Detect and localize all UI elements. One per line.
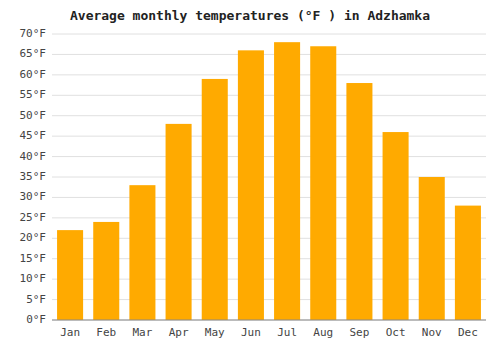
bar xyxy=(57,230,83,320)
bar xyxy=(202,79,228,320)
bar xyxy=(455,206,481,320)
y-tick-label: 10°F xyxy=(20,272,47,285)
x-axis-line xyxy=(52,320,486,321)
y-tick-label: 50°F xyxy=(20,109,47,122)
x-tick-label: Dec xyxy=(458,326,478,339)
x-tick-label: Jan xyxy=(60,326,80,339)
y-tick-label: 0°F xyxy=(26,313,46,326)
x-tick-label: Oct xyxy=(386,326,406,339)
title: Average monthly temperatures (°F ) in Ad… xyxy=(70,8,430,23)
y-tick-label: 60°F xyxy=(20,68,47,81)
y-tick-label: 70°F xyxy=(20,27,47,40)
bar xyxy=(346,83,372,320)
y-axis: 0°F 5°F 10°F 15°F 20°F 25°F 30°F 35°F 40°F 45°F 50… xyxy=(20,27,47,326)
y-tick-label: 55°F xyxy=(20,88,47,101)
x-tick-label: Sep xyxy=(349,326,369,339)
y-tick-label: 30°F xyxy=(20,190,47,203)
grid-line xyxy=(52,34,486,35)
grid xyxy=(52,34,486,320)
x-tick-label: Apr xyxy=(169,326,189,339)
x-tick-label: Jul xyxy=(277,326,297,339)
grid-line xyxy=(52,136,486,137)
bar xyxy=(419,177,445,320)
bars xyxy=(57,42,481,320)
chart-svg: 0°F 5°F 10°F 15°F 20°F 25°F 30°F 35°F 40°F 45°F 50… xyxy=(0,0,500,350)
grid-line xyxy=(52,54,486,55)
x-tick-label: Jun xyxy=(241,326,261,339)
x-tick-label: Nov xyxy=(422,326,442,339)
x-tick-label: Aug xyxy=(313,326,333,339)
y-tick-label: 65°F xyxy=(20,47,47,60)
chart-container: 0°F 5°F 10°F 15°F 20°F 25°F 30°F 35°F 40°F 45°F 50… xyxy=(0,0,500,350)
grid-line xyxy=(52,95,486,96)
x-tick-label: Feb xyxy=(96,326,116,339)
grid-line xyxy=(52,320,486,321)
bar xyxy=(166,124,192,320)
y-tick-label: 5°F xyxy=(26,293,46,306)
y-tick-label: 20°F xyxy=(20,231,47,244)
bar xyxy=(274,42,300,320)
bar xyxy=(383,132,409,320)
grid-line xyxy=(52,115,486,116)
bar xyxy=(93,222,119,320)
y-tick-label: 40°F xyxy=(20,150,47,163)
bar xyxy=(129,185,155,320)
y-tick-label: 15°F xyxy=(20,252,47,265)
x-axis: Jan Feb Mar Apr May Jun Jul Aug Sep Oct Nov Dec xyxy=(52,320,486,339)
grid-line xyxy=(52,156,486,157)
bar xyxy=(310,46,336,320)
x-tick-label: May xyxy=(205,326,225,339)
x-tick-label: Mar xyxy=(132,326,152,339)
y-tick-label: 25°F xyxy=(20,211,47,224)
bar xyxy=(238,50,264,320)
y-tick-label: 35°F xyxy=(20,170,47,183)
y-tick-label: 45°F xyxy=(20,129,47,142)
grid-line xyxy=(52,74,486,75)
